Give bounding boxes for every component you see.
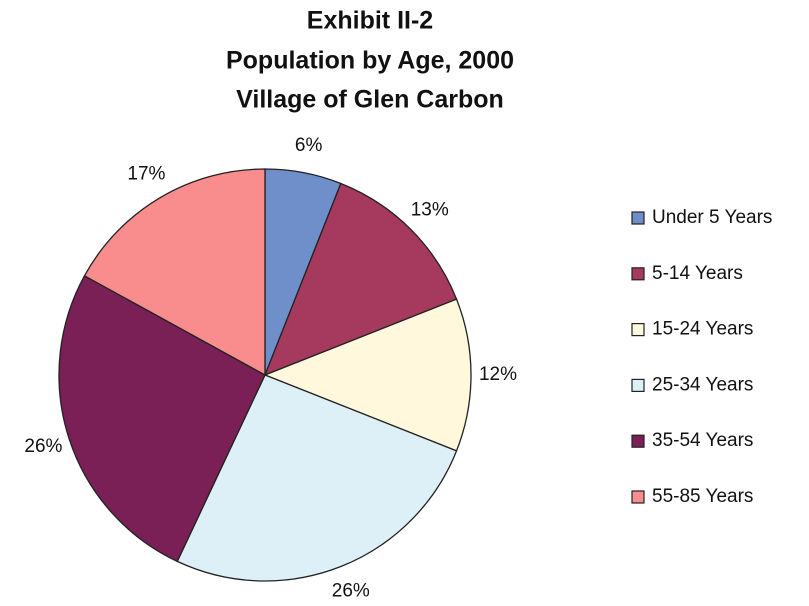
legend-swatch: [631, 211, 645, 225]
chart-title: Village of Glen Carbon: [236, 86, 504, 114]
legend-label: 5-14 Years: [652, 263, 743, 284]
chart-title: Population by Age, 2000: [226, 47, 514, 75]
legend-label: 55-85 Years: [652, 486, 753, 507]
data-label: 6%: [295, 135, 323, 156]
data-label: 17%: [127, 163, 165, 184]
legend-swatch: [631, 323, 645, 337]
pie-slice: [83, 168, 266, 377]
data-label: 12%: [479, 364, 517, 385]
pie-slice: [263, 298, 472, 452]
legend-swatch: [631, 378, 645, 392]
pie-slice: [263, 182, 458, 377]
legend-label: 15-24 Years: [652, 319, 753, 340]
data-label: 26%: [332, 581, 370, 602]
legend-label: Under 5 Years: [652, 207, 772, 228]
legend-swatch: [631, 490, 645, 504]
pie-slice: [176, 374, 458, 582]
legend-label: 25-34 Years: [652, 374, 753, 395]
legend-label: 35-54 Years: [652, 430, 753, 451]
data-label: 13%: [411, 199, 449, 220]
chart-title: Exhibit II-2: [307, 7, 433, 35]
data-label: 26%: [24, 436, 62, 457]
legend-swatch: [631, 434, 645, 448]
legend-swatch: [631, 267, 645, 281]
